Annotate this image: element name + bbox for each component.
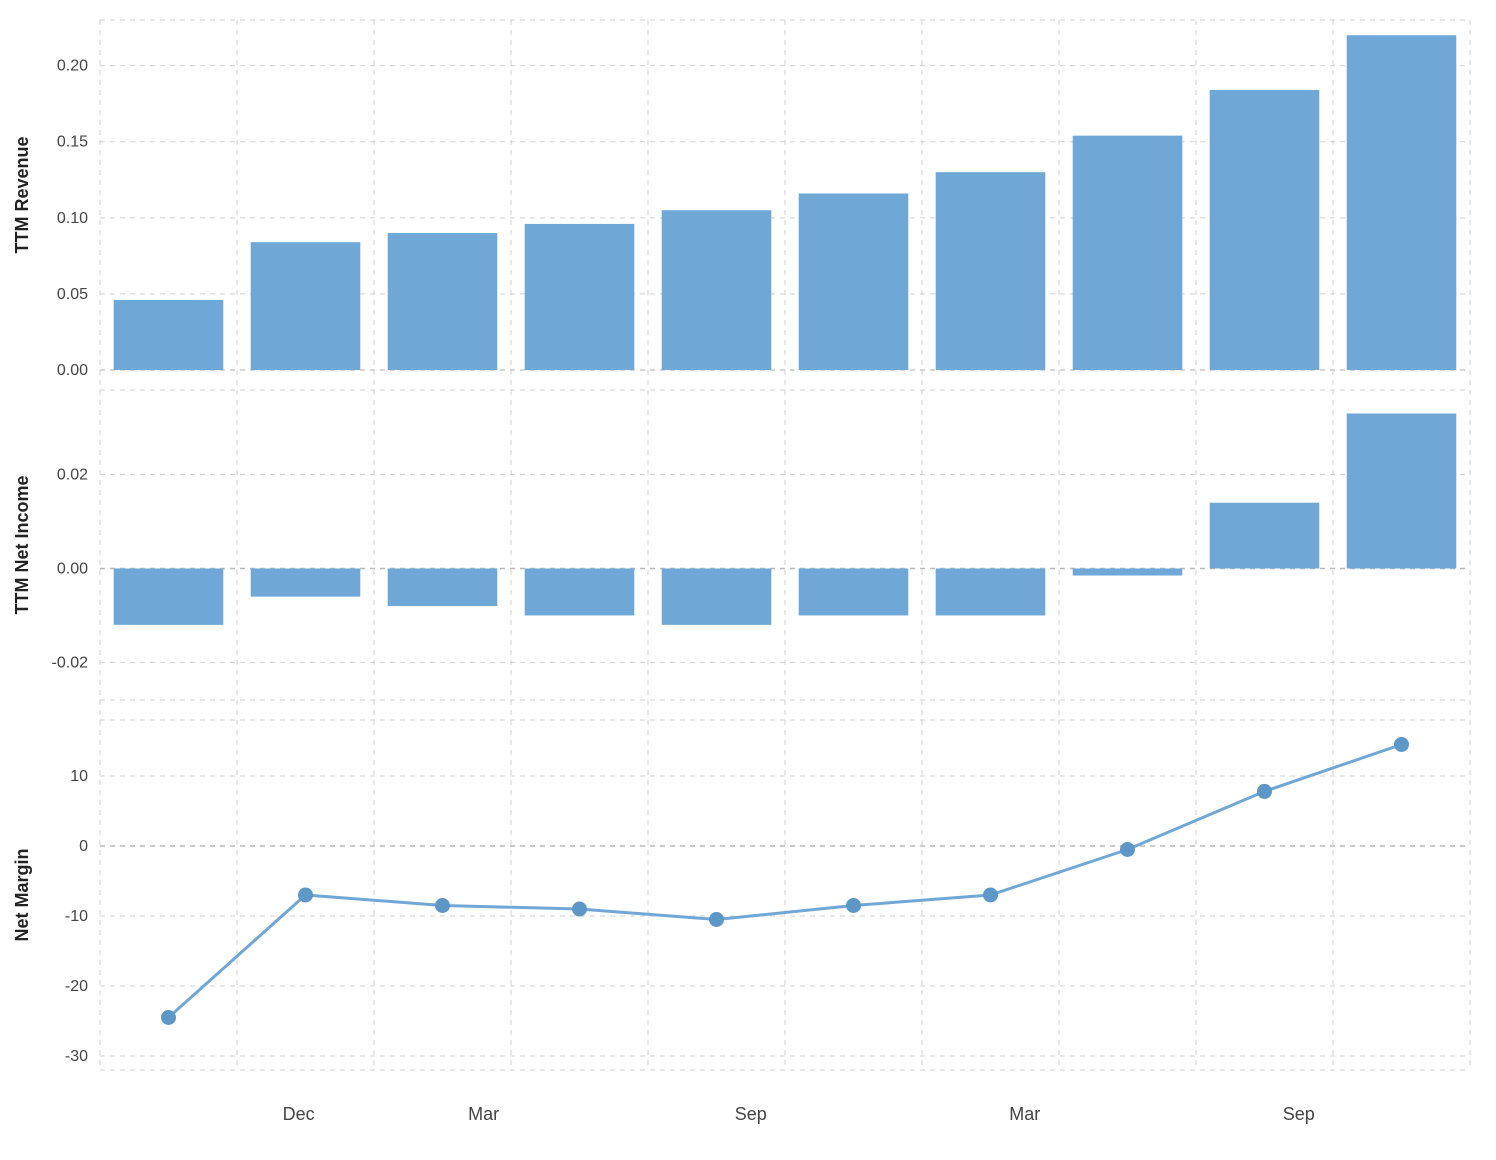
- ytick-label: -20: [65, 978, 88, 995]
- bar: [251, 568, 361, 596]
- bar: [1347, 413, 1457, 568]
- y-axis-label: TTM Net Income: [12, 475, 32, 614]
- y-axis-label: Net Margin: [12, 848, 32, 941]
- ytick-label: -30: [65, 1048, 88, 1065]
- bar: [388, 233, 498, 370]
- line-marker: [1395, 738, 1409, 752]
- line-marker: [299, 888, 313, 902]
- bar: [936, 568, 1046, 615]
- line-marker: [573, 902, 587, 916]
- bar: [388, 568, 498, 606]
- bar: [525, 568, 635, 615]
- ytick-label: 0.20: [57, 58, 88, 75]
- ytick-label: 0.00: [57, 362, 88, 379]
- line-marker: [847, 899, 861, 913]
- line-marker: [710, 913, 724, 927]
- bar: [799, 193, 909, 370]
- bar: [525, 224, 635, 370]
- bar: [799, 568, 909, 615]
- ytick-label: -10: [65, 908, 88, 925]
- ytick-label: -0.02: [52, 654, 89, 671]
- ytick-label: 10: [70, 768, 88, 785]
- bar: [936, 172, 1046, 370]
- ytick-label: 0.05: [57, 286, 88, 303]
- ytick-label: 0.00: [57, 560, 88, 577]
- bar: [1073, 568, 1183, 575]
- xtick-label: Dec: [283, 1104, 315, 1124]
- bar: [662, 210, 772, 370]
- xtick-label: Mar: [468, 1104, 499, 1124]
- line-marker: [436, 899, 450, 913]
- bar: [662, 568, 772, 624]
- bar: [114, 300, 224, 370]
- xtick-label: Mar: [1009, 1104, 1040, 1124]
- xtick-label: Sep: [1283, 1104, 1315, 1124]
- y-axis-label: TTM Revenue: [12, 136, 32, 253]
- bar: [1347, 35, 1457, 370]
- bar: [1073, 136, 1183, 370]
- bar: [1210, 503, 1320, 569]
- ytick-label: 0: [79, 838, 88, 855]
- ytick-label: 0.02: [57, 467, 88, 484]
- chart-container: 0.00 0.05 0.10 0.15 0.20 TTM Revenue -0.02 0.00…: [0, 0, 1496, 1160]
- line-marker: [1121, 843, 1135, 857]
- bar: [251, 242, 361, 370]
- bar: [1210, 90, 1320, 370]
- line-marker: [162, 1011, 176, 1025]
- line-marker: [1258, 784, 1272, 798]
- line-marker: [984, 888, 998, 902]
- xtick-label: Sep: [735, 1104, 767, 1124]
- ytick-label: 0.10: [57, 210, 88, 227]
- bar: [114, 568, 224, 624]
- ytick-label: 0.15: [57, 134, 88, 151]
